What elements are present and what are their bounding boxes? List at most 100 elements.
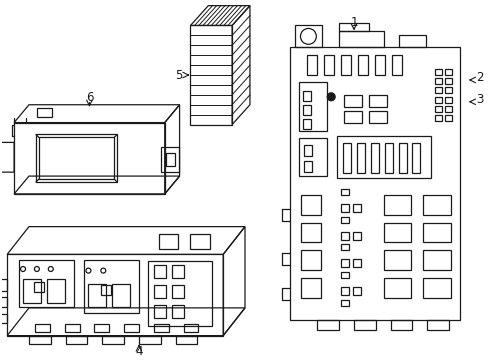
Bar xyxy=(37,108,52,117)
Bar xyxy=(390,320,411,330)
Bar xyxy=(383,278,410,298)
Bar xyxy=(368,111,386,122)
Text: 3: 3 xyxy=(475,93,482,106)
Bar xyxy=(289,47,459,320)
Bar xyxy=(339,31,383,47)
Bar xyxy=(154,265,165,278)
Bar xyxy=(190,26,232,125)
Bar xyxy=(301,251,321,270)
Bar xyxy=(383,223,410,243)
Bar xyxy=(165,153,174,166)
Bar xyxy=(161,147,178,172)
Bar xyxy=(444,87,451,93)
Bar xyxy=(398,143,406,173)
Bar xyxy=(370,143,378,173)
Bar xyxy=(23,279,41,303)
Bar xyxy=(434,114,441,121)
Bar xyxy=(336,136,430,178)
Bar xyxy=(88,284,106,307)
Bar xyxy=(341,244,348,251)
Bar xyxy=(343,143,350,173)
Bar xyxy=(341,300,348,306)
Bar xyxy=(341,231,348,239)
Bar xyxy=(434,97,441,103)
Text: 4: 4 xyxy=(135,345,142,358)
Bar xyxy=(307,55,317,75)
Bar xyxy=(171,265,183,278)
Bar xyxy=(341,259,348,267)
Bar xyxy=(356,143,364,173)
Bar xyxy=(301,195,321,215)
Bar xyxy=(341,287,348,295)
Bar xyxy=(434,78,441,84)
Bar xyxy=(383,251,410,270)
Bar xyxy=(154,324,168,332)
Bar xyxy=(64,324,80,332)
Bar xyxy=(124,324,139,332)
Bar xyxy=(47,279,64,303)
Bar xyxy=(368,95,386,107)
Text: 5: 5 xyxy=(175,68,182,81)
Bar xyxy=(341,272,348,278)
Bar xyxy=(34,282,44,292)
Bar xyxy=(139,336,161,343)
Bar xyxy=(158,234,178,249)
Text: 1: 1 xyxy=(349,16,357,29)
Bar xyxy=(102,336,124,343)
Bar xyxy=(352,204,360,212)
Bar xyxy=(299,82,326,131)
Bar xyxy=(353,320,375,330)
Bar xyxy=(154,305,165,318)
Bar xyxy=(444,106,451,112)
Bar xyxy=(171,305,183,318)
Bar xyxy=(7,255,223,336)
Bar xyxy=(190,234,210,249)
Text: 6: 6 xyxy=(85,91,93,104)
Bar xyxy=(299,139,326,176)
Text: 2: 2 xyxy=(475,72,483,85)
Bar xyxy=(65,336,87,343)
Bar xyxy=(36,135,117,182)
Bar xyxy=(341,217,348,223)
Bar xyxy=(434,106,441,112)
Bar xyxy=(294,26,322,47)
Bar xyxy=(352,287,360,295)
Bar xyxy=(303,105,311,114)
Bar xyxy=(341,55,350,75)
Bar xyxy=(303,91,311,101)
Bar xyxy=(304,161,312,172)
Bar xyxy=(344,95,361,107)
Bar xyxy=(411,143,420,173)
Bar xyxy=(398,35,426,47)
Bar xyxy=(444,69,451,75)
Bar xyxy=(317,320,339,330)
Bar xyxy=(344,111,361,122)
Bar xyxy=(183,324,198,332)
Bar xyxy=(383,195,410,215)
Bar xyxy=(339,23,368,31)
Bar xyxy=(175,336,197,343)
Bar xyxy=(324,55,333,75)
Bar xyxy=(112,284,130,307)
Bar xyxy=(35,324,50,332)
Bar xyxy=(154,285,165,298)
Bar xyxy=(101,285,111,295)
Bar xyxy=(374,55,384,75)
Bar xyxy=(19,260,73,307)
Bar xyxy=(303,118,311,129)
Bar xyxy=(14,122,164,194)
Bar xyxy=(39,138,114,179)
Bar xyxy=(423,278,450,298)
Bar xyxy=(444,114,451,121)
Bar xyxy=(427,320,448,330)
Bar xyxy=(357,55,367,75)
Bar xyxy=(434,69,441,75)
Circle shape xyxy=(326,93,334,101)
Bar xyxy=(341,204,348,212)
Bar xyxy=(304,145,312,156)
Bar xyxy=(444,97,451,103)
Bar xyxy=(352,231,360,239)
Bar xyxy=(301,223,321,243)
Bar xyxy=(434,87,441,93)
Bar xyxy=(301,278,321,298)
